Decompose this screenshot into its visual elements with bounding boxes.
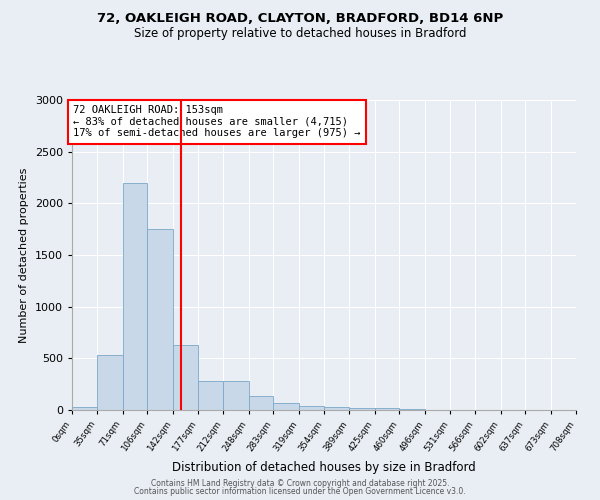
Text: Size of property relative to detached houses in Bradford: Size of property relative to detached ho…: [134, 28, 466, 40]
Bar: [72, 407, 97, 410]
Bar: [324, 408, 349, 410]
X-axis label: Distribution of detached houses by size in Bradford: Distribution of detached houses by size …: [172, 461, 476, 474]
Bar: [148, 229, 173, 410]
Bar: [198, 381, 223, 410]
Text: 72, OAKLEIGH ROAD, CLAYTON, BRADFORD, BD14 6NP: 72, OAKLEIGH ROAD, CLAYTON, BRADFORD, BD…: [97, 12, 503, 26]
Text: 72 OAKLEIGH ROAD: 153sqm
← 83% of detached houses are smaller (4,715)
17% of sem: 72 OAKLEIGH ROAD: 153sqm ← 83% of detach…: [73, 105, 361, 138]
Text: Contains HM Land Registry data © Crown copyright and database right 2025.: Contains HM Land Registry data © Crown c…: [151, 478, 449, 488]
Y-axis label: Number of detached properties: Number of detached properties: [19, 168, 29, 342]
Bar: [349, 408, 374, 410]
Bar: [223, 381, 248, 410]
Bar: [173, 345, 198, 410]
Bar: [97, 355, 122, 410]
Bar: [274, 403, 299, 410]
Bar: [248, 396, 274, 410]
Bar: [299, 406, 324, 410]
Bar: [374, 408, 400, 410]
Bar: [122, 182, 148, 410]
Text: Contains public sector information licensed under the Open Government Licence v3: Contains public sector information licen…: [134, 487, 466, 496]
